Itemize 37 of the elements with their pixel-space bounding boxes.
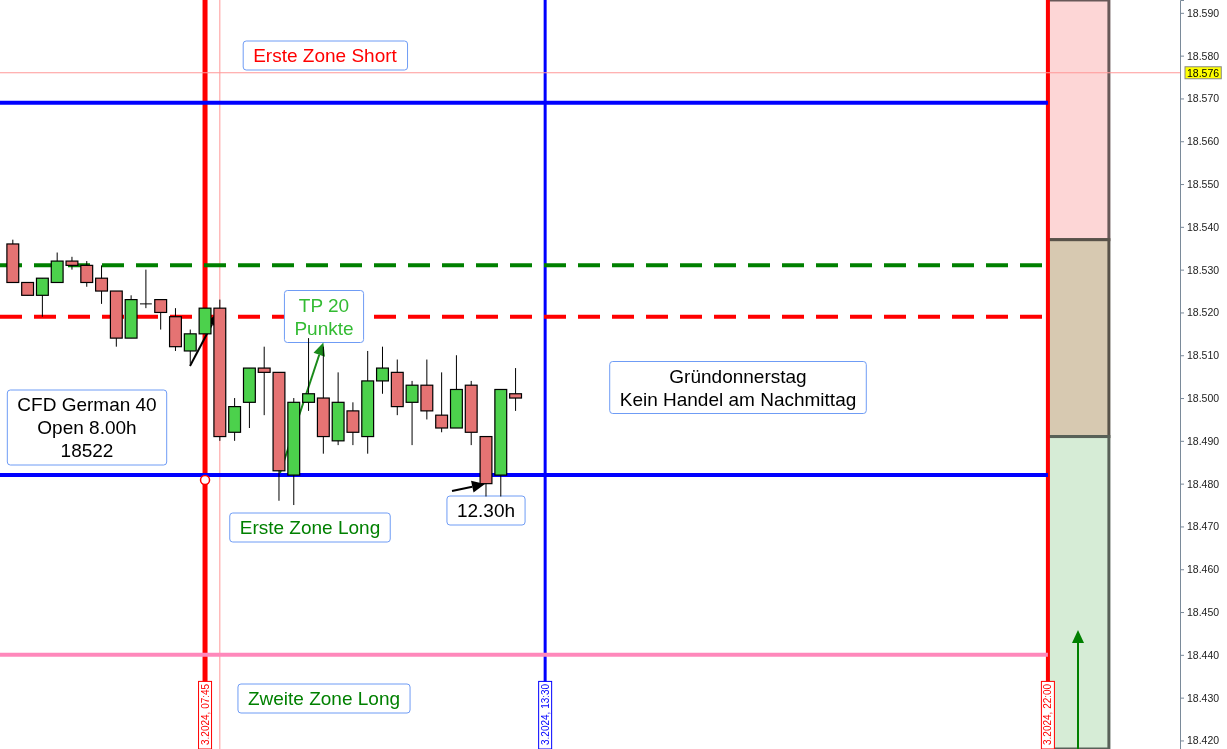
y-tick-label: 18.480 (1187, 477, 1220, 490)
candlestick (154, 299, 168, 331)
y-tick-label: 18.420 (1187, 734, 1220, 747)
x-tick-label: 3.2024, 07:45 (199, 683, 211, 745)
ref-line-label: 18.576 (1187, 66, 1220, 79)
y-tick-label: 18.570 (1187, 92, 1220, 105)
candlestick (35, 277, 49, 318)
y-tick-label: 18.530 (1187, 263, 1220, 276)
annotation: Erste Zone Short (253, 45, 398, 66)
candlestick (435, 371, 449, 433)
candlestick (139, 269, 153, 309)
y-tick-label: 18.580 (1187, 49, 1220, 62)
annotation: Erste Zone Long (239, 517, 381, 538)
y-tick-label: 18.550 (1187, 177, 1220, 190)
x-tick-label: 3.2024, 22:00 (1042, 683, 1054, 745)
annotation: TP 20 Punkte (294, 294, 354, 339)
y-tick-label: 18.440 (1187, 648, 1220, 661)
y-tick-label: 18.510 (1187, 349, 1220, 362)
y-tick-label: 18.470 (1187, 520, 1220, 533)
candlestick (302, 337, 316, 412)
y-tick-label: 18.430 (1187, 691, 1220, 704)
y-tick-label: 18.500 (1187, 391, 1220, 404)
y-tick-label: 18.460 (1187, 563, 1220, 576)
annotation: Zweite Zone Long (247, 688, 401, 709)
y-tick-label: 18.590 (1187, 6, 1220, 19)
candlestick (95, 264, 109, 305)
y-tick-label: 18.540 (1187, 220, 1220, 233)
y-tick-label: 18.450 (1187, 605, 1220, 618)
annotation: Gründonnerstag Kein Handel am Nachmittag (619, 365, 857, 410)
y-tick-label: 18.560 (1187, 135, 1220, 148)
candlestick (375, 346, 389, 395)
y-tick-label: 18.520 (1187, 306, 1220, 319)
y-tick-label: 18.490 (1187, 434, 1220, 447)
annotation: 12.30h (456, 500, 516, 521)
x-tick-label: 3.2024, 13:30 (539, 683, 551, 745)
annotation: CFD German 40 Open 8.00h 18522 (17, 394, 157, 461)
candlestick (509, 367, 523, 412)
